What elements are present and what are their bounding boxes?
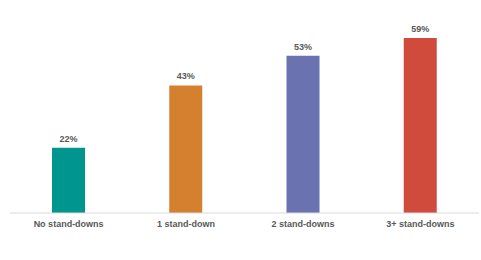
svg-text:No stand-downs: No stand-downs bbox=[34, 219, 104, 229]
svg-text:3+ stand-downs: 3+ stand-downs bbox=[386, 219, 454, 229]
svg-text:22%: 22% bbox=[59, 134, 77, 144]
svg-text:2 stand-downs: 2 stand-downs bbox=[272, 219, 335, 229]
svg-text:59%: 59% bbox=[411, 24, 429, 34]
svg-text:1 stand-down: 1 stand-down bbox=[157, 219, 215, 229]
svg-text:43%: 43% bbox=[177, 71, 195, 81]
svg-text:53%: 53% bbox=[294, 42, 312, 52]
